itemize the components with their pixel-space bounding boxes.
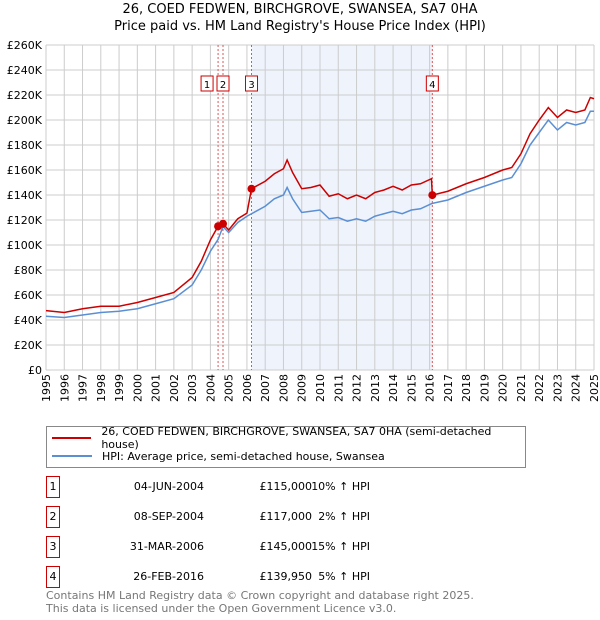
sale-price: £117,000	[259, 510, 313, 523]
x-tick-label: 2009	[296, 374, 309, 402]
y-tick-label: £240K	[7, 64, 43, 77]
x-tick-label: 2021	[515, 374, 528, 402]
legend: 26, COED FEDWEN, BIRCHGROVE, SWANSEA, SA…	[46, 425, 526, 468]
price-paid-line	[45, 96, 595, 314]
sale-number-badge: 2	[46, 506, 60, 528]
sale-hpi-change: 15% ↑ HPI	[311, 540, 370, 553]
sale-date: 26-FEB-2016	[133, 570, 204, 583]
sale-row: 4 26-FEB-2016 £139,950 5% ↑ HPI	[46, 566, 446, 588]
x-tick-label: 2008	[277, 374, 290, 402]
y-tick-label: £140K	[7, 189, 43, 202]
y-tick-label: £100K	[7, 239, 43, 252]
sale-row: 1 04-JUN-2004 £115,000 10% ↑ HPI	[46, 476, 446, 498]
x-tick-label: 2025	[588, 374, 600, 402]
sale-marker-box	[425, 75, 439, 92]
footer-licence: This data is licensed under the Open Gov…	[46, 602, 397, 615]
sale-date: 04-JUN-2004	[133, 480, 204, 493]
y-tick-label: £180K	[7, 139, 43, 152]
sale-date: 08-SEP-2004	[133, 510, 204, 523]
y-tick-label: £200K	[7, 114, 43, 127]
legend-swatch-red	[52, 437, 92, 439]
x-tick-label: 2007	[259, 374, 272, 402]
x-tick-label: 2001	[150, 374, 163, 402]
sale-price: £115,000	[259, 480, 313, 493]
x-tick-label: 2015	[405, 374, 418, 402]
sale-number-badge: 1	[46, 476, 60, 498]
sale-hpi-change: 5% ↑ HPI	[318, 570, 370, 583]
y-tick-label: £20K	[14, 339, 43, 352]
sale-marker-label: 2	[220, 80, 226, 91]
x-tick-label: 2024	[570, 374, 583, 402]
x-tick-label: 2016	[424, 374, 437, 402]
chart-title: 26, COED FEDWEN, BIRCHGROVE, SWANSEA, SA…	[122, 2, 478, 17]
y-tick-label: £120K	[7, 214, 43, 227]
sale-marker-box	[216, 75, 230, 92]
footer-copyright: Contains HM Land Registry data © Crown c…	[46, 589, 474, 602]
x-tick-label: 2017	[442, 374, 455, 402]
x-tick-label: 2023	[551, 374, 564, 402]
y-tick-label: £60K	[14, 289, 43, 302]
footer: Contains HM Land Registry data © Crown c…	[46, 589, 474, 615]
x-tick-label: 2014	[387, 374, 400, 402]
sale-number-badge: 4	[46, 566, 60, 588]
sale-point	[247, 184, 256, 193]
sale-row: 3 31-MAR-2006 £145,000 15% ↑ HPI	[46, 536, 446, 558]
x-tick-label: 2003	[186, 374, 199, 402]
x-tick-label: 1999	[113, 374, 126, 402]
sale-date: 31-MAR-2006	[129, 540, 204, 553]
sale-marker-label: 4	[429, 80, 435, 91]
x-tick-label: 2004	[204, 374, 217, 402]
sale-marker-label: 3	[248, 80, 254, 91]
y-tick-label: £80K	[14, 264, 43, 277]
x-tick-label: 1997	[77, 374, 90, 402]
sale-point	[428, 191, 437, 200]
shaded-period	[251, 45, 433, 370]
legend-label: HPI: Average price, semi-detached house,…	[102, 449, 385, 463]
y-tick-label: £160K	[7, 164, 43, 177]
x-tick-label: 2006	[241, 374, 254, 402]
sale-number-badge: 3	[46, 536, 60, 558]
sale-marker-box	[200, 75, 214, 92]
x-tick-label: 2005	[223, 374, 236, 402]
hpi-line	[45, 110, 594, 319]
x-tick-label: 1998	[95, 374, 108, 402]
y-tick-label: £220K	[7, 89, 43, 102]
x-tick-label: 2019	[478, 374, 491, 402]
legend-item-property: 26, COED FEDWEN, BIRCHGROVE, SWANSEA, SA…	[47, 425, 525, 451]
y-tick-label: £0	[28, 364, 42, 377]
x-tick-label: 2002	[168, 374, 181, 402]
x-tick-label: 2010	[314, 374, 327, 402]
x-tick-label: 2020	[497, 374, 510, 402]
chart-subtitle: Price paid vs. HM Land Registry's House …	[114, 19, 486, 34]
price-chart: 1995 1996 1997 1998 1999 2000 2001 2002 2003 2004…	[7, 39, 600, 402]
sale-price: £139,950	[259, 570, 313, 583]
x-tick-label: 2000	[131, 374, 144, 402]
y-tick-label: £260K	[7, 39, 43, 52]
legend-label: 26, COED FEDWEN, BIRCHGROVE, SWANSEA, SA…	[101, 425, 492, 451]
sale-hpi-change: 2% ↑ HPI	[318, 510, 370, 523]
x-tick-label: 2018	[460, 374, 473, 402]
x-tick-label: 2012	[351, 374, 364, 402]
sale-hpi-change: 10% ↑ HPI	[311, 480, 370, 493]
sale-point	[219, 219, 228, 228]
legend-swatch-blue	[52, 455, 92, 457]
x-tick-label: 1995	[40, 374, 53, 402]
y-tick-label: £40K	[14, 314, 43, 327]
sale-marker-box	[245, 75, 258, 92]
sale-price: £145,000	[259, 540, 313, 553]
x-tick-label: 1996	[58, 374, 71, 402]
sale-marker-label: 1	[204, 80, 210, 91]
x-tick-label: 2011	[332, 374, 345, 402]
x-tick-label: 2022	[533, 374, 546, 402]
x-tick-label: 2013	[369, 374, 382, 402]
legend-item-hpi: HPI: Average price, semi-detached house,…	[47, 447, 385, 465]
sale-row: 2 08-SEP-2004 £117,000 2% ↑ HPI	[46, 506, 446, 528]
